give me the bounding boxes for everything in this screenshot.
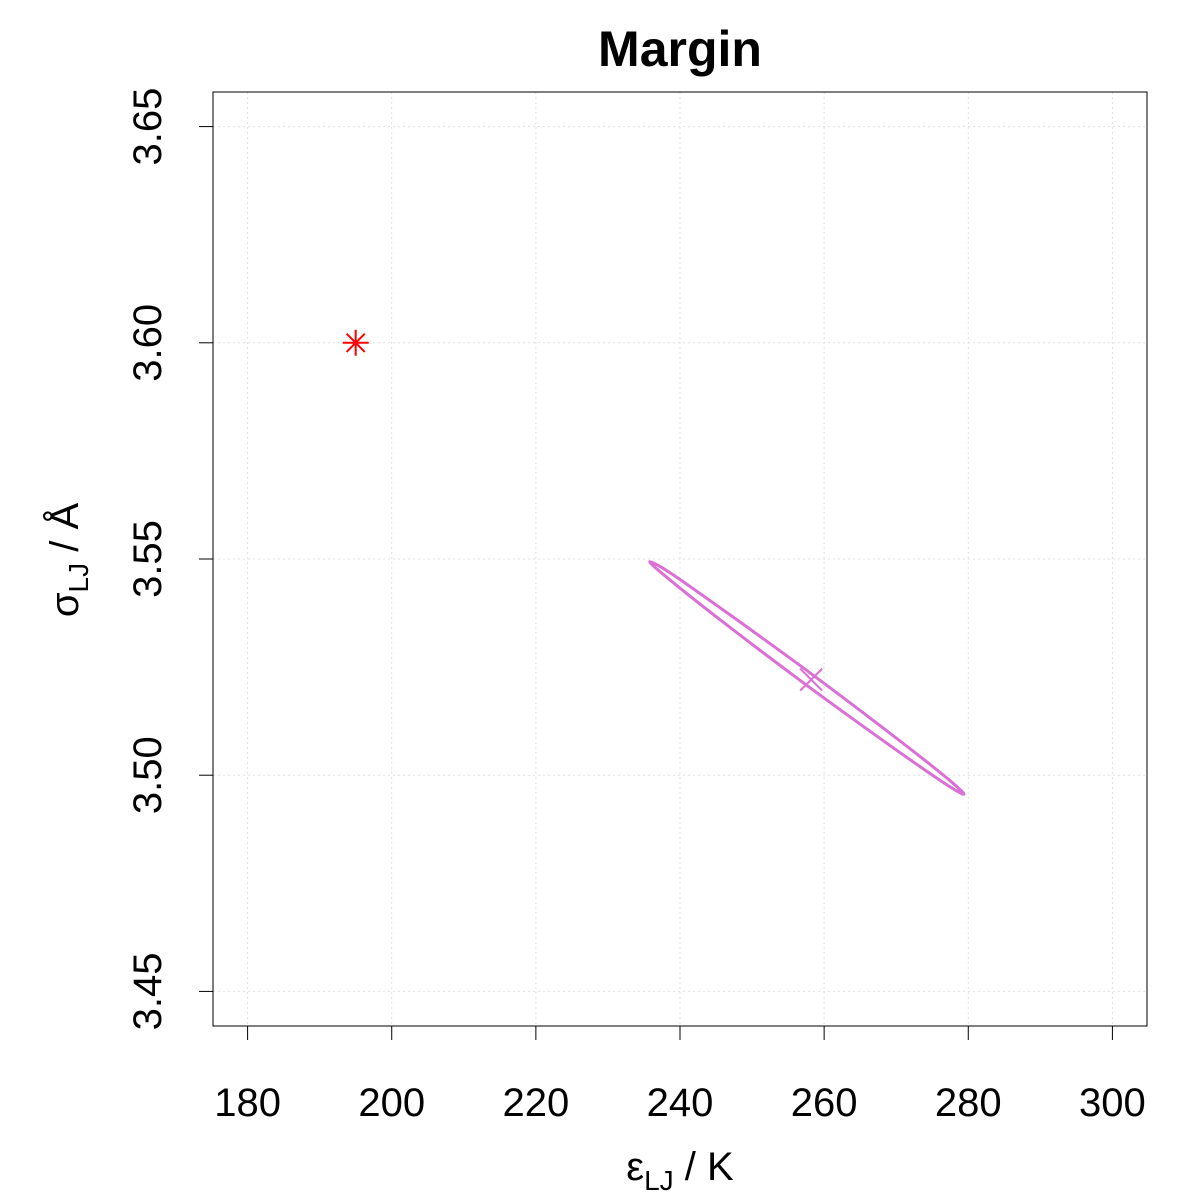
y-axis-label: σLJ / Å	[42, 503, 94, 618]
point-marker	[342, 329, 369, 356]
y-tick-label: 3.50	[126, 736, 170, 814]
y-tick-label: 3.60	[126, 304, 170, 382]
x-tick-label: 180	[214, 1081, 281, 1125]
x-tick-label: 280	[935, 1081, 1002, 1125]
x-label-subscript: LJ	[644, 1165, 674, 1196]
y-tick-label: 3.55	[126, 520, 170, 598]
y-label-symbol: σ	[43, 592, 87, 617]
point-marker	[799, 667, 823, 692]
ellipse-line	[648, 560, 966, 796]
x-tick-label: 220	[502, 1081, 569, 1125]
x-tick-label: 200	[358, 1081, 425, 1125]
plot-frame	[212, 91, 1148, 1027]
y-tick-label: 3.65	[126, 88, 170, 166]
x-tick-label: 260	[791, 1081, 858, 1125]
y-label-unit: / Å	[42, 503, 87, 563]
chart-title: Margin	[598, 21, 762, 77]
x-label-unit: / K	[674, 1145, 734, 1189]
x-tick-label: 300	[1079, 1081, 1146, 1125]
y-label-subscript: LJ	[63, 563, 94, 593]
x-tick-label: 240	[647, 1081, 714, 1125]
y-tick-label: 3.45	[126, 952, 170, 1030]
x-axis-label: εLJ / K	[626, 1145, 734, 1196]
x-label-symbol: ε	[626, 1145, 644, 1189]
